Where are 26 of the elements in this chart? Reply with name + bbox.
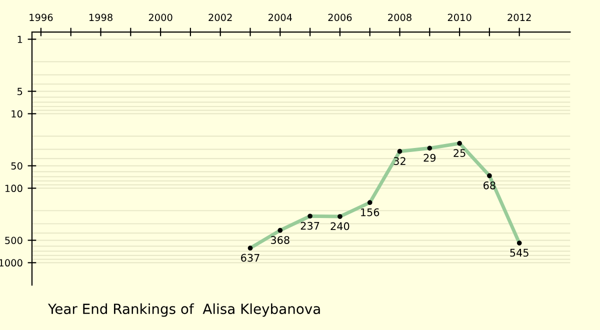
data-label: 25: [454, 149, 466, 157]
y-tick-label: 10: [12, 110, 22, 118]
data-label: 240: [330, 222, 350, 230]
y-tick-label: 500: [5, 236, 22, 244]
x-tick-label: 2010: [448, 14, 472, 22]
x-tick-label: 2004: [268, 14, 292, 22]
y-tick-label: 50: [11, 162, 22, 170]
data-label: 237: [300, 222, 320, 230]
x-tick-label: 2008: [388, 14, 412, 22]
x-tick-label: 2002: [208, 14, 232, 22]
data-label: 29: [424, 154, 436, 162]
x-tick-label: 2000: [148, 14, 172, 22]
y-tick-label: 5: [18, 88, 22, 96]
x-tick-label: 1998: [89, 14, 112, 22]
data-label: 637: [241, 254, 260, 262]
data-label: 545: [510, 248, 528, 257]
data-label: 32: [394, 157, 406, 165]
x-tick-label: 2012: [508, 14, 531, 22]
x-tick-label: 2006: [328, 14, 352, 22]
x-tick-label: 1996: [30, 14, 53, 22]
text: Year End Rankings of Alisa Kleybanova: [48, 303, 320, 317]
data-label: 368: [271, 236, 290, 244]
y-tick-label: 100: [5, 184, 22, 192]
data-label: 68: [484, 181, 496, 190]
y-tick-label: 1: [18, 36, 22, 43]
data-label: 156: [361, 208, 380, 216]
